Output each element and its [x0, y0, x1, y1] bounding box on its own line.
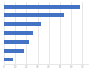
Bar	[4, 13, 64, 17]
Bar	[4, 31, 33, 35]
Bar	[4, 5, 80, 9]
Bar	[4, 58, 13, 61]
Bar	[4, 22, 41, 26]
Bar	[4, 40, 29, 44]
Bar	[4, 49, 24, 53]
